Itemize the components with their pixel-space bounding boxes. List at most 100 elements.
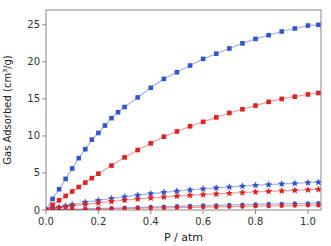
x-tick-label: 0.6 (195, 216, 211, 227)
point (252, 188, 259, 195)
point (122, 105, 127, 110)
point (76, 156, 81, 161)
point (135, 148, 140, 153)
point (76, 185, 81, 190)
point (135, 95, 140, 100)
point (239, 182, 246, 189)
y-tick (42, 172, 46, 173)
point (213, 190, 220, 197)
point (188, 124, 193, 129)
point (200, 191, 207, 198)
point (96, 131, 101, 136)
point (63, 194, 68, 199)
point (70, 207, 74, 210)
series (46, 23, 321, 210)
point (173, 192, 180, 199)
point (122, 206, 126, 210)
point (109, 116, 114, 121)
x-tick (150, 210, 151, 214)
point (116, 110, 121, 115)
point (214, 115, 219, 120)
point (226, 183, 233, 190)
point (214, 51, 219, 56)
x-tick (307, 210, 308, 214)
point (253, 37, 258, 42)
point (279, 97, 284, 102)
x-tick (203, 210, 204, 214)
point (213, 184, 220, 191)
chart: 0.00.20.40.60.81.00510152025P / atmGas A… (0, 0, 331, 246)
point (306, 203, 310, 207)
point (291, 187, 298, 194)
y-tick (42, 98, 46, 99)
point (46, 208, 48, 210)
y-tick-label: 10 (27, 130, 40, 141)
point (188, 63, 193, 68)
x-tick-label: 0.8 (248, 216, 264, 227)
series (46, 91, 321, 210)
point (175, 129, 180, 134)
point (96, 207, 100, 210)
point (70, 189, 75, 194)
point (82, 201, 89, 208)
y-tick-label: 25 (27, 19, 40, 30)
point (240, 107, 245, 112)
point (175, 205, 179, 209)
point (109, 207, 113, 210)
plot-area (46, 23, 321, 210)
y-tick-label: 20 (27, 56, 40, 67)
point (134, 195, 141, 202)
point (265, 188, 272, 195)
point (83, 180, 88, 185)
point (240, 41, 245, 46)
point (57, 208, 61, 210)
point (186, 192, 193, 199)
x-tick (46, 210, 47, 214)
point (57, 207, 61, 210)
point (304, 186, 311, 193)
point (304, 179, 311, 186)
point (160, 193, 167, 200)
point (50, 197, 55, 202)
point (293, 26, 298, 31)
point (280, 204, 284, 208)
series (46, 201, 321, 210)
series-line (46, 25, 318, 210)
point (226, 189, 233, 196)
point (148, 85, 153, 90)
point (279, 29, 284, 34)
point (201, 205, 205, 209)
x-tick-label: 1.0 (300, 216, 316, 227)
point (162, 206, 166, 210)
point (315, 186, 321, 193)
x-tick-label: 0.0 (38, 216, 54, 227)
point (201, 120, 206, 125)
point (147, 194, 154, 201)
point (278, 180, 285, 187)
x-tick-label: 0.2 (90, 216, 106, 227)
series (46, 203, 321, 210)
point (253, 204, 257, 208)
point (201, 57, 206, 62)
point (46, 208, 48, 210)
point (57, 187, 62, 192)
point (316, 203, 320, 207)
plot-frame (46, 10, 321, 210)
point (108, 198, 115, 205)
point (253, 103, 258, 108)
point (63, 177, 68, 182)
point (239, 189, 246, 196)
point (122, 206, 126, 210)
point (109, 206, 113, 210)
series (46, 186, 321, 210)
point (96, 206, 100, 210)
point (148, 141, 153, 146)
point (266, 33, 271, 38)
point (121, 196, 128, 203)
point (83, 147, 88, 152)
point (265, 181, 272, 188)
point (291, 180, 298, 187)
y-tick (42, 135, 46, 136)
point (306, 92, 311, 97)
point (315, 178, 321, 185)
